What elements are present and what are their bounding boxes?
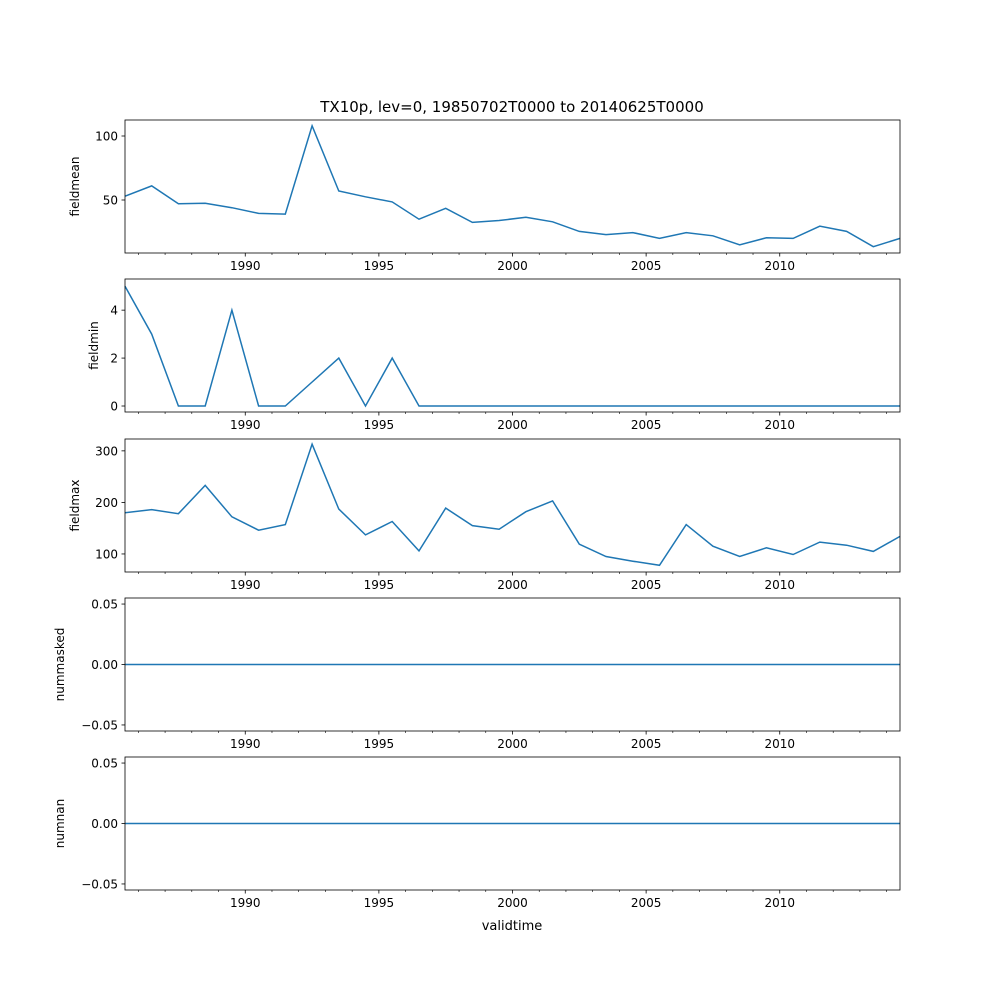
panel-nummasked: 1990 1995 2000 2005 2010 −0.05 0.00 0.05 nummask… [53,598,901,751]
panel-fieldmin: 1990 1995 2000 2005 2010 0 2 4 fieldmin [87,278,901,432]
x-tick-label: 2005 [631,418,662,432]
series-line-fieldmax [124,442,901,567]
y-axis-label: fieldmean [68,157,82,217]
panel-fieldmax: 1990 1995 2000 2005 2010 100 200 300 fieldmax [68,438,901,592]
x-tick-label: 2005 [631,737,662,751]
panel-numnan: 1990 1995 2000 2005 2010 −0.05 0.00 0.05 numnan [53,757,901,910]
y-tick-label: 100 [95,130,118,144]
x-tick-label: 2000 [497,418,528,432]
y-axis-label: fieldmin [87,321,101,370]
x-tick-label: 1990 [230,578,261,592]
x-tick-label: 1990 [230,259,261,273]
y-tick-label: 0.05 [91,757,118,771]
x-tick-label: 2010 [764,578,795,592]
y-tick-label: 100 [95,547,118,561]
x-tick-label: 2000 [497,259,528,273]
y-tick-label: 0.00 [91,817,118,831]
x-tick-label: 1995 [364,737,395,751]
x-tick-label: 2010 [764,896,795,910]
chart-title: TX10p, lev=0, 19850702T0000 to 20140625T… [319,98,703,116]
y-tick-label: 200 [95,496,118,510]
x-tick-label: 2005 [631,578,662,592]
y-tick-label: −0.05 [81,877,118,891]
x-tick-label: 2010 [764,418,795,432]
x-tick-label: 1990 [230,737,261,751]
y-tick-label: 4 [110,304,118,318]
x-tick-label: 2005 [631,259,662,273]
x-tick-label: 1995 [364,259,395,273]
y-axis-label: fieldmax [68,479,82,531]
x-tick-label: 2005 [631,896,662,910]
x-tick-label: 2010 [764,737,795,751]
x-tick-label: 1990 [230,896,261,910]
y-tick-label: −0.05 [81,718,118,732]
x-tick-label: 1995 [364,418,395,432]
y-tick-label: 2 [110,352,118,366]
axes-frame [124,119,901,254]
x-tick-label: 2010 [764,259,795,273]
y-tick-label: 300 [95,444,118,458]
x-axis-label: validtime [482,919,543,934]
series-line-fieldmin [124,285,900,408]
x-tick-label: 2000 [497,896,528,910]
y-tick-label: 50 [103,194,118,208]
x-tick-label: 2000 [497,737,528,751]
y-axis-label: numnan [53,799,67,848]
panel-fieldmean: 1990 1995 2000 2005 2010 50 100 fieldmean [68,119,901,273]
y-tick-label: 0.05 [91,598,118,612]
x-tick-label: 1990 [230,418,261,432]
x-tick-label: 2000 [497,578,528,592]
series-line-fieldmean [124,123,901,248]
y-axis-label: nummasked [53,628,67,702]
x-tick-label: 1995 [364,578,395,592]
x-tick-label: 1995 [364,896,395,910]
y-tick-label: 0.00 [91,658,118,672]
y-tick-label: 0 [110,400,118,414]
